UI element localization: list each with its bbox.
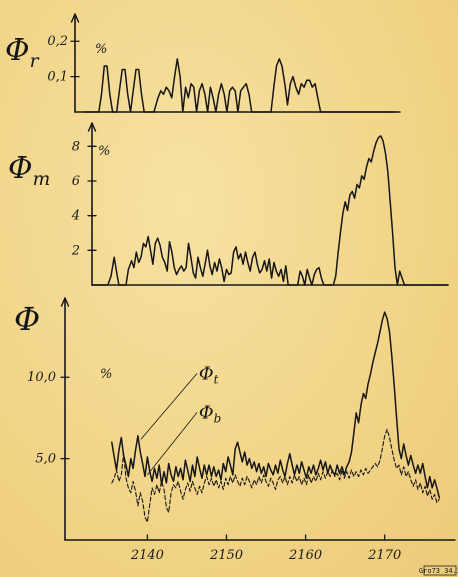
y-tick-label: 8 [72,139,80,154]
y-tick-label: 10,0 [27,370,56,385]
y-tick-label: 0,1 [47,70,68,85]
chart-panel-2: Φm% 8 6 4 2 [8,122,449,286]
series-line-1 [91,135,449,286]
panel-label: Φm [8,151,50,190]
annotation-leader [146,412,198,476]
chart-panel-3: Φ% 10,0 5,0 2140 2150 2160 2170 Φt Φb [14,297,456,563]
annotation-label: Φt [199,364,219,387]
panel-label: Φ [14,300,40,338]
y-axis-arrow [87,122,97,132]
series-line-1 [84,58,396,113]
annotation-subscript: t [214,373,219,387]
figure-code-box [423,565,457,576]
panel-label-subscript: m [33,169,51,190]
y-tick-label: 2 [71,243,80,258]
series-line-φb [111,428,440,523]
figure-code: Gro73 34.3 [419,567,458,575]
y-axis-arrow [60,297,70,307]
y-tick-label: 5,0 [35,452,56,467]
panel-label: Φr [5,33,40,72]
y-tick-label: 6 [72,174,80,189]
panel-label-subscript: r [30,51,40,72]
x-tick-label: 2150 [209,548,243,563]
unit-label: % [100,367,112,382]
annotation-leader [140,373,198,440]
chart-panel-1: Φr% 0,2 0,1 [5,13,401,113]
annotation-subscript: b [214,412,222,426]
x-tick-label: 2160 [288,548,322,563]
series-line-φt [111,311,441,499]
y-axis-arrow [70,13,80,23]
x-tick-label: 2140 [130,548,164,563]
unit-label: % [95,42,107,57]
x-tick-label: 2170 [367,548,401,563]
y-tick-label: 4 [71,209,80,224]
annotation-label: Φb [199,403,221,426]
y-tick-label: 0,2 [47,34,68,49]
unit-label: % [98,144,110,159]
